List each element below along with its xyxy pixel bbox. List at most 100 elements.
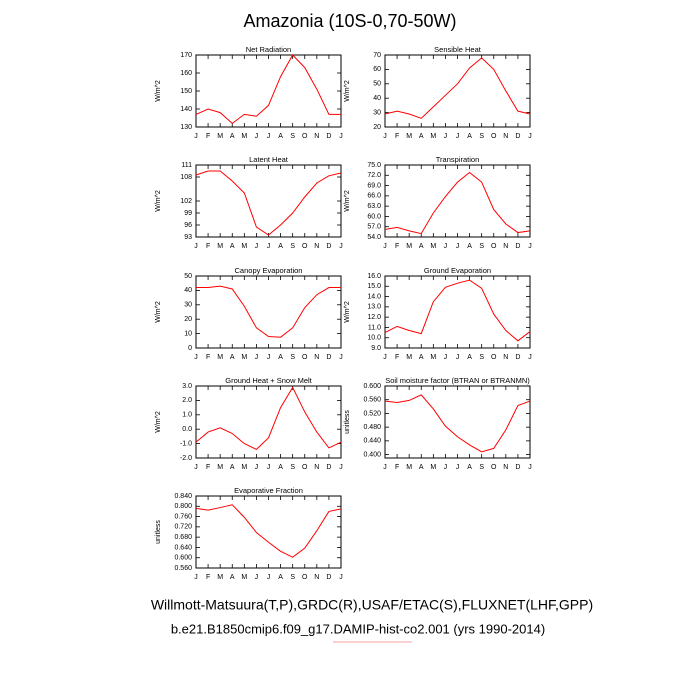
y-axis-label: W/m^2 [155,411,162,433]
y-tick-label: 40 [184,287,192,294]
y-tick-label: 0.560 [363,397,381,404]
x-tick-label: D [515,354,520,361]
panel-title: Ground Evaporation [424,266,491,275]
data-line [384,279,531,342]
y-tick-label: 12.0 [367,314,381,321]
x-tick-label: J [255,354,259,361]
figure-title: Amazonia (10S-0,70-50W) [243,11,456,31]
x-tick-label: D [515,133,520,140]
x-tick-label: J [444,243,448,250]
x-tick-label: A [419,464,424,471]
y-tick-label: 0.440 [363,438,381,445]
x-tick-label: J [528,464,532,471]
x-tick-label: N [503,133,508,140]
y-tick-label: 14.0 [367,293,381,300]
y-tick-label: 10 [184,330,192,337]
x-tick-label: S [290,574,295,581]
x-tick-label: S [290,464,295,471]
x-tick-label: F [206,133,210,140]
x-tick-label: J [383,464,387,471]
y-tick-label: 30 [184,302,192,309]
x-tick-label: J [339,574,343,581]
y-tick-label: 60 [373,66,381,73]
y-tick-label: 66.0 [367,193,381,200]
y-tick-label: 150 [180,88,192,95]
x-tick-label: J [194,133,198,140]
y-tick-label: 16.0 [367,273,381,280]
y-tick-label: 93 [184,234,192,241]
y-tick-label: 0 [188,345,192,352]
x-tick-label: M [217,574,223,581]
x-tick-label: M [430,133,436,140]
x-tick-label: J [444,464,448,471]
x-tick-label: J [267,464,271,471]
x-tick-label: S [479,133,484,140]
panel-title: Net Radiation [246,45,291,54]
x-tick-label: O [491,133,497,140]
x-tick-label: F [206,354,210,361]
x-tick-label: M [241,464,247,471]
data-line [195,504,342,558]
x-tick-label: S [479,354,484,361]
x-tick-label: S [290,243,295,250]
x-tick-label: A [419,243,424,250]
y-tick-label: 0.0 [182,426,192,433]
data-line [196,285,341,338]
x-tick-label: J [456,133,460,140]
y-tick-label: 57.0 [367,224,381,231]
y-tick-label: 0.560 [174,565,192,572]
x-tick-label: J [267,574,271,581]
panel-title: Transpiration [436,155,480,164]
x-tick-label: J [444,133,448,140]
x-tick-label: M [406,354,412,361]
x-tick-label: J [194,354,198,361]
x-tick-label: J [339,354,343,361]
panel-title: Canopy Evaporation [235,266,303,275]
x-tick-label: J [456,354,460,361]
y-tick-label: 15.0 [367,283,381,290]
x-tick-label: D [326,574,331,581]
x-tick-label: S [290,133,295,140]
y-tick-label: 0.600 [174,555,192,562]
x-tick-label: J [267,354,271,361]
x-tick-label: S [479,243,484,250]
x-tick-label: O [302,133,308,140]
x-tick-label: N [314,133,319,140]
x-tick-label: J [267,133,271,140]
x-tick-label: O [302,243,308,250]
x-tick-label: N [503,243,508,250]
x-tick-label: D [326,133,331,140]
y-tick-label: 111 [181,162,192,169]
x-tick-label: J [528,354,532,361]
x-tick-label: F [206,464,210,471]
x-tick-label: M [406,464,412,471]
y-axis-label: W/m^2 [155,301,162,323]
y-tick-label: 0.520 [363,410,381,417]
x-tick-label: M [241,354,247,361]
x-tick-label: F [395,354,399,361]
x-tick-label: J [383,243,387,250]
x-tick-label: M [430,464,436,471]
y-tick-label: 69.0 [367,182,381,189]
x-tick-label: F [395,243,399,250]
y-axis-label: unitless [155,520,162,544]
y-tick-label: 130 [180,124,192,131]
y-tick-label: 10.0 [367,335,381,342]
x-tick-label: O [491,243,497,250]
y-tick-label: 0.480 [363,424,381,431]
x-tick-label: N [314,464,319,471]
x-tick-label: N [314,243,319,250]
x-tick-label: M [241,133,247,140]
x-tick-label: J [194,574,198,581]
x-tick-label: J [383,354,387,361]
x-tick-label: O [491,464,497,471]
y-tick-label: 60.0 [367,213,381,220]
x-tick-label: M [430,243,436,250]
x-tick-label: A [278,574,283,581]
y-tick-label: 96 [184,222,192,229]
data-line [195,386,342,450]
x-tick-label: J [444,354,448,361]
x-tick-label: M [217,464,223,471]
